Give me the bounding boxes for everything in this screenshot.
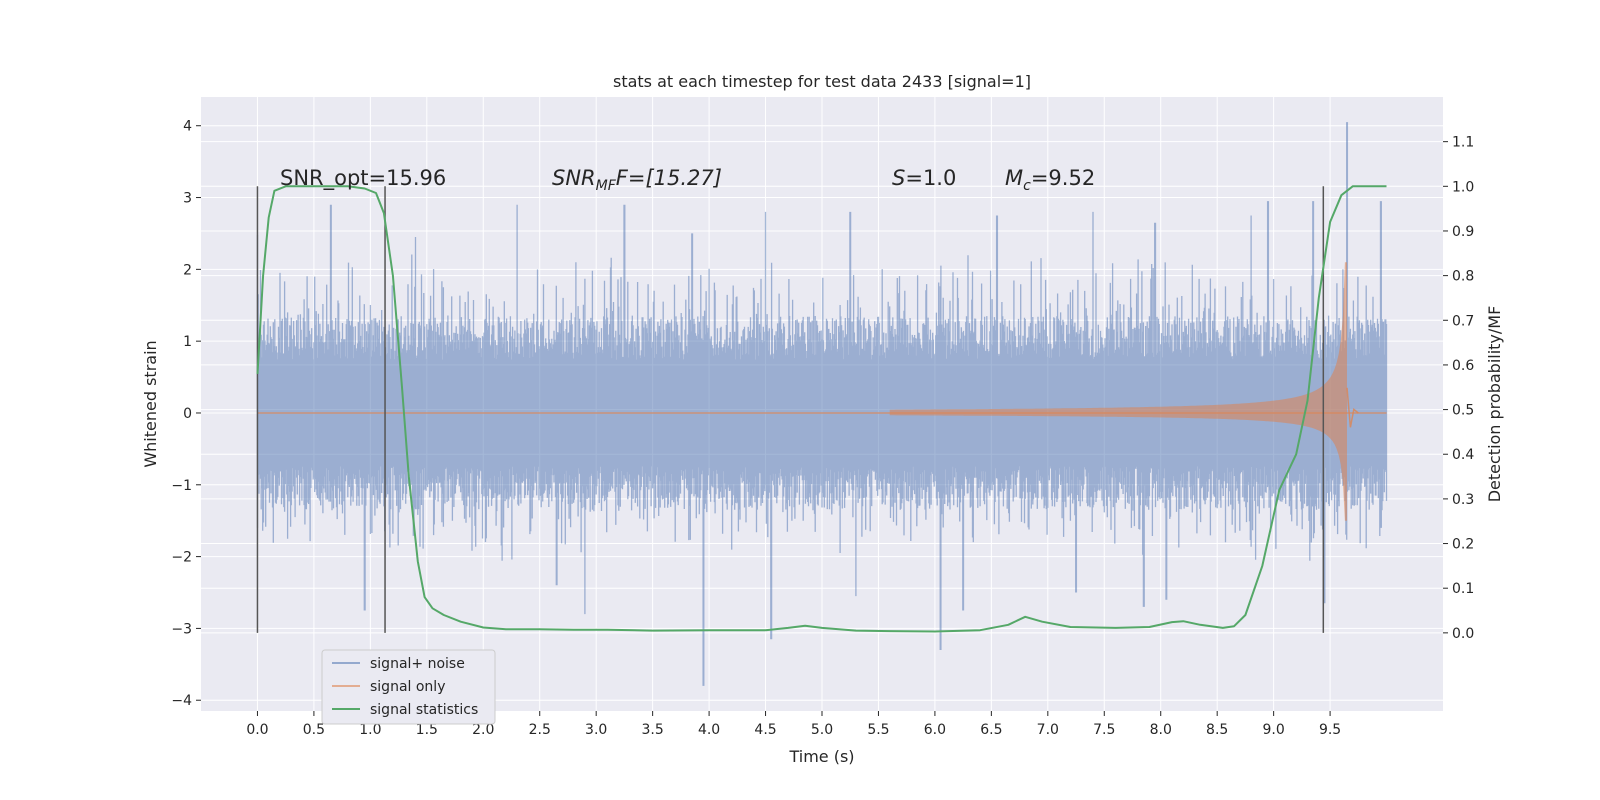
x-tick-label: 1.5 bbox=[416, 722, 438, 738]
y-tick-label: −4 bbox=[171, 693, 192, 709]
annotation-snr-mf-main: SNR bbox=[552, 166, 596, 190]
x-tick-label: 5.0 bbox=[811, 722, 833, 738]
x-tick-label: 2.0 bbox=[472, 722, 494, 738]
x-tick-label: 1.0 bbox=[359, 722, 381, 738]
annotation-snr-mf-suffix: F=[15.27] bbox=[616, 166, 722, 190]
x-tick-label: 3.0 bbox=[585, 722, 607, 738]
y2-tick-label: 1.1 bbox=[1452, 135, 1474, 151]
annotations: SNR_opt=15.96 SNRMFF=[15.27] S=1.0 Mc=9.… bbox=[280, 166, 1095, 194]
y2-axis-ticks: 0.0 0.1 0.2 0.3 0.4 0.5 0.6 0.7 0.8 0.9 1.0 1.1 bbox=[1443, 135, 1474, 642]
annotation-snr-mf-sub: MF bbox=[596, 178, 617, 194]
annotation-mc-suffix: =9.52 bbox=[1031, 166, 1095, 190]
x-tick-label: 6.5 bbox=[980, 722, 1002, 738]
y-tick-label: −2 bbox=[171, 550, 192, 566]
y2-tick-label: 0.0 bbox=[1452, 626, 1474, 642]
y2-tick-label: 0.5 bbox=[1452, 403, 1474, 419]
x-tick-label: 0.5 bbox=[303, 722, 325, 738]
legend-label-signal-only: signal only bbox=[370, 679, 445, 695]
x-tick-label: 4.0 bbox=[698, 722, 720, 738]
signal-ringdown bbox=[1346, 387, 1359, 428]
series-signal-only bbox=[257, 262, 1387, 521]
y-axis-label: Whitened strain bbox=[141, 340, 160, 467]
x-axis-ticks: 0.0 0.5 1.0 1.5 2.0 2.5 3.0 3.5 4.0 4.5 5.0 5.5 6.0 6… bbox=[246, 711, 1341, 738]
x-tick-label: 0.0 bbox=[246, 722, 268, 738]
x-tick-label: 6.0 bbox=[924, 722, 946, 738]
x-tick-label: 2.5 bbox=[529, 722, 551, 738]
x-tick-label: 7.5 bbox=[1093, 722, 1115, 738]
legend-label-signal-noise: signal+ noise bbox=[370, 656, 465, 672]
annotation-s-italic: S bbox=[892, 166, 905, 190]
y2-tick-label: 0.3 bbox=[1452, 492, 1474, 508]
legend-label-signal-statistics: signal statistics bbox=[370, 702, 478, 718]
y2-tick-label: 0.1 bbox=[1452, 581, 1474, 597]
x-tick-label: 4.5 bbox=[754, 722, 776, 738]
x-tick-label: 9.5 bbox=[1319, 722, 1341, 738]
y2-tick-label: 0.6 bbox=[1452, 358, 1474, 374]
annotation-s-stat: S=1.0 bbox=[892, 166, 956, 190]
y2-tick-label: 0.8 bbox=[1452, 269, 1474, 285]
annotation-snr-mf: SNRMFF=[15.27] bbox=[552, 166, 722, 194]
y2-tick-label: 0.7 bbox=[1452, 313, 1474, 329]
x-tick-label: 3.5 bbox=[642, 722, 664, 738]
x-tick-label: 7.0 bbox=[1037, 722, 1059, 738]
y-tick-label: 4 bbox=[183, 119, 192, 135]
x-tick-label: 8.5 bbox=[1206, 722, 1228, 738]
statistics-line bbox=[256, 185, 1387, 633]
y-axis-ticks: −4 −3 −2 −1 0 1 2 3 4 bbox=[171, 119, 201, 709]
x-axis-label: Time (s) bbox=[788, 747, 854, 766]
annotation-mc-sub: c bbox=[1023, 178, 1031, 194]
vertical-markers bbox=[256, 186, 1325, 633]
legend: signal+ noise signal only signal statist… bbox=[321, 649, 496, 725]
y2-axis-label: Detection probability/MF bbox=[1485, 306, 1504, 503]
y-tick-label: 1 bbox=[183, 334, 192, 350]
x-tick-label: 8.0 bbox=[1150, 722, 1172, 738]
series-signal-statistics bbox=[256, 185, 1387, 633]
y2-tick-label: 0.9 bbox=[1452, 224, 1474, 240]
annotation-snr-opt: SNR_opt=15.96 bbox=[280, 166, 446, 191]
y-tick-label: −3 bbox=[171, 621, 192, 637]
y2-tick-label: 0.4 bbox=[1452, 447, 1474, 463]
y-tick-label: −1 bbox=[171, 478, 192, 494]
y-tick-label: 0 bbox=[183, 406, 192, 422]
annotation-mc: Mc=9.52 bbox=[1005, 166, 1095, 194]
y2-tick-label: 0.2 bbox=[1452, 537, 1474, 553]
x-tick-label: 5.5 bbox=[867, 722, 889, 738]
y2-tick-label: 1.0 bbox=[1452, 179, 1474, 195]
chart-title: stats at each timestep for test data 243… bbox=[613, 72, 1031, 91]
y-tick-label: 2 bbox=[183, 262, 192, 278]
annotation-s-suffix: =1.0 bbox=[905, 166, 956, 190]
x-tick-label: 9.0 bbox=[1263, 722, 1285, 738]
legend-box bbox=[321, 649, 496, 725]
y-tick-label: 3 bbox=[183, 191, 192, 207]
annotation-mc-main: M bbox=[1005, 166, 1023, 190]
